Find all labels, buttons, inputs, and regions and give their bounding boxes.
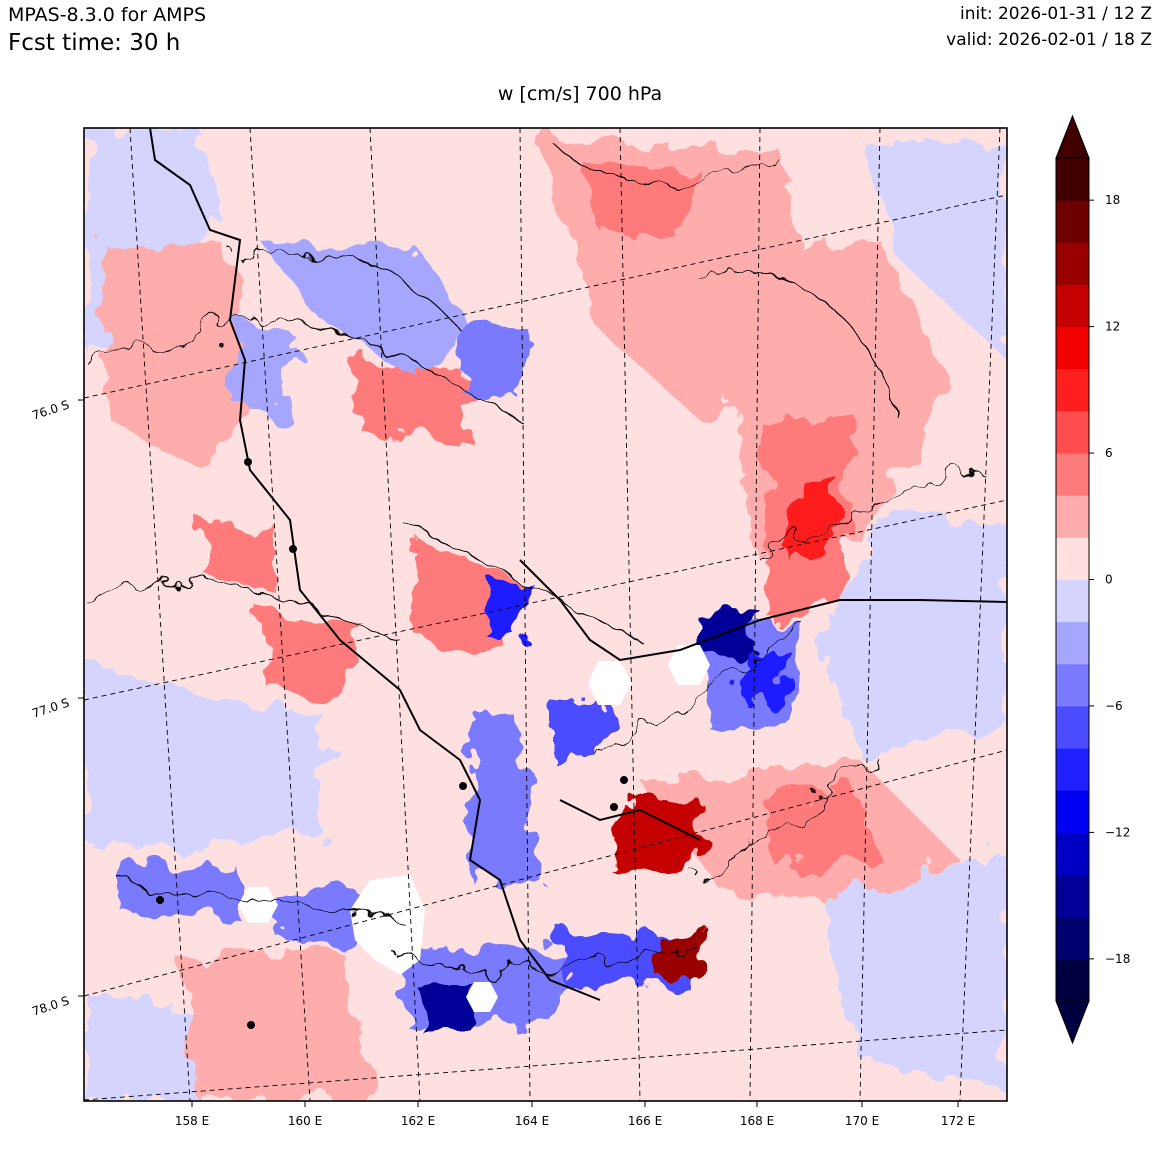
lon-tick-label: 164 E bbox=[515, 1114, 549, 1128]
colorbar-segment bbox=[1056, 958, 1089, 1002]
colorbar-segment bbox=[1056, 410, 1089, 454]
colorbar-segment bbox=[1056, 579, 1089, 623]
colorbar-segment bbox=[1056, 242, 1089, 285]
colorbar-segment bbox=[1056, 916, 1089, 960]
lon-tick-label: 168 E bbox=[740, 1114, 774, 1128]
colorbar-segment bbox=[1056, 284, 1089, 328]
init-time: init: 2026-01-31 / 12 Z bbox=[959, 4, 1152, 24]
lon-axis: 158 E 160 E 162 E 164 E 166 E 168 E 170 E 172 E bbox=[175, 1101, 975, 1128]
lon-tick-label: 160 E bbox=[288, 1114, 322, 1128]
colorbar-tick-label: 12 bbox=[1105, 320, 1120, 334]
colorbar-tick-label: 0 bbox=[1105, 573, 1113, 587]
missing-data-patches bbox=[238, 645, 710, 1012]
colorbar-segment bbox=[1056, 621, 1089, 665]
colorbar-segment bbox=[1056, 158, 1089, 201]
colorbar-tick-label: 6 bbox=[1105, 446, 1113, 460]
colorbar-min-extend bbox=[1055, 1000, 1090, 1045]
lon-tick-label: 170 E bbox=[845, 1114, 879, 1128]
lat-tick-label: 78.0 S bbox=[30, 994, 71, 1019]
colorbar-segment bbox=[1056, 200, 1089, 243]
colorbar-max-extend bbox=[1055, 114, 1090, 159]
lon-tick-label: 166 E bbox=[628, 1114, 662, 1128]
colorbar-segment bbox=[1056, 326, 1089, 370]
colorbar-segment bbox=[1056, 874, 1089, 918]
colorbar-segment bbox=[1056, 495, 1089, 538]
colorbar-tick-label: −6 bbox=[1105, 699, 1123, 713]
colorbar-segment bbox=[1056, 705, 1089, 749]
model-title: MPAS-8.3.0 for AMPS bbox=[8, 4, 207, 26]
colorbar-segment bbox=[1056, 453, 1089, 496]
colorbar: 18 12 6 0 −6 −12 −18 bbox=[1055, 114, 1130, 1045]
lon-tick-label: 172 E bbox=[941, 1114, 975, 1128]
valid-time: valid: 2026-02-01 / 18 Z bbox=[946, 30, 1152, 50]
colorbar-segment bbox=[1056, 368, 1089, 412]
lat-tick-label: 77.0 S bbox=[30, 696, 71, 721]
lon-tick-label: 158 E bbox=[175, 1114, 209, 1128]
plot-title: w [cm/s] 700 hPa bbox=[497, 83, 663, 105]
lat-tick-label: 76.0 S bbox=[30, 398, 71, 423]
forecast-time: Fcst time: 30 h bbox=[8, 30, 181, 56]
map-frame bbox=[83, 127, 1008, 1102]
colorbar-segment bbox=[1056, 663, 1089, 707]
colorbar-tick-label: 18 bbox=[1105, 193, 1120, 207]
colorbar-tick-label: −18 bbox=[1105, 952, 1130, 966]
map-field bbox=[84, 128, 1007, 1101]
colorbar-segment bbox=[1056, 790, 1089, 833]
lon-tick-label: 162 E bbox=[401, 1114, 435, 1128]
colorbar-segment bbox=[1056, 748, 1089, 791]
colorbar-tick-label: −12 bbox=[1105, 825, 1130, 839]
colorbar-segment bbox=[1056, 832, 1089, 876]
colorbar-segment bbox=[1056, 537, 1089, 580]
lat-axis: 76.0 S 77.0 S 78.0 S bbox=[30, 398, 84, 1019]
